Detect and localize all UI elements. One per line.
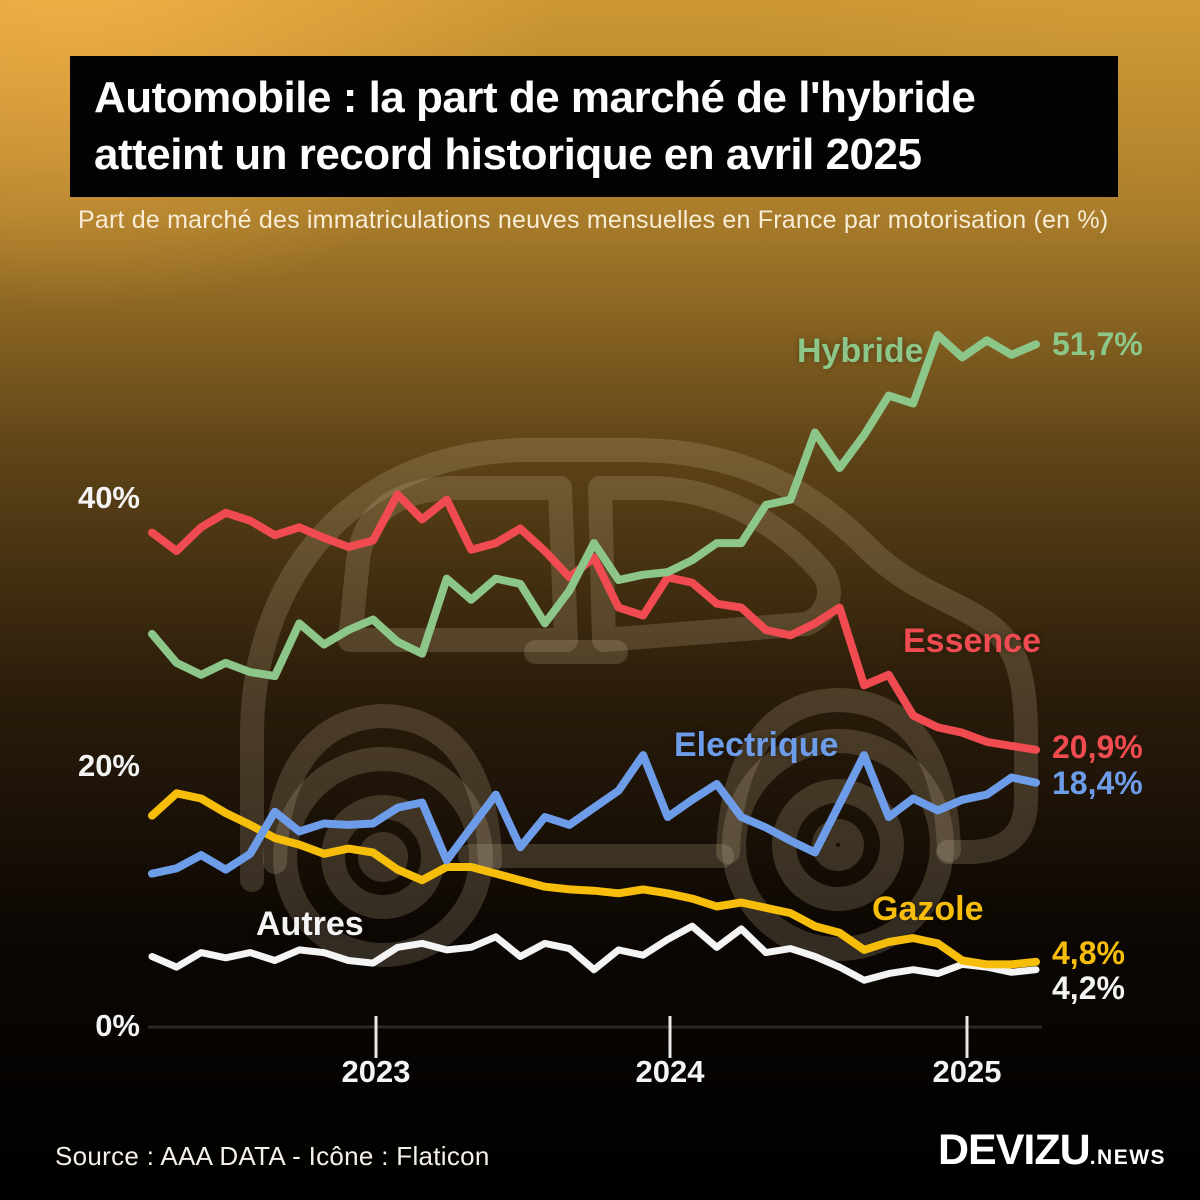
end-value-hybride: 51,7% — [1052, 326, 1143, 362]
series-label-essence: Essence — [903, 622, 1041, 660]
page-title-line2: atteint un record historique en avril 20… — [94, 130, 922, 179]
y-tick-label-40: 40% — [77, 480, 140, 515]
chart-subtitle: Part de marché des immatriculations neuv… — [78, 206, 1109, 234]
series-label-gazole: Gazole — [872, 890, 984, 928]
end-value-electrique: 18,4% — [1052, 765, 1143, 801]
x-tick-label-2023: 2023 — [341, 1054, 411, 1089]
x-tick-label-2025: 2025 — [932, 1054, 1002, 1089]
series-label-hybride: Hybride — [797, 332, 924, 370]
end-value-gazole: 4,8% — [1052, 935, 1125, 971]
line-autres — [148, 922, 1040, 984]
series-label-electrique: Electrique — [674, 726, 839, 764]
y-tick-label-20: 20% — [77, 748, 140, 783]
line-electrique — [148, 751, 1040, 878]
line-hybride — [148, 331, 1040, 681]
line-essence — [148, 490, 1040, 754]
end-value-essence: 20,9% — [1052, 729, 1143, 765]
line-gazole — [148, 789, 1040, 969]
x-tick-label-2024: 2024 — [635, 1054, 705, 1089]
brand-name: DEVIZU — [938, 1126, 1091, 1174]
series-label-autres: Autres — [256, 905, 364, 943]
source-credit: Source : AAA DATA - Icône : Flaticon — [55, 1141, 490, 1171]
car-side-icon — [239, 438, 1038, 967]
end-value-autres: 4,2% — [1052, 970, 1125, 1006]
title-banner: Automobile : la part de marché de l'hybr… — [70, 56, 1118, 197]
brand-logo: DEVIZU.NEWS — [938, 1126, 1166, 1175]
page-title-line1: Automobile : la part de marché de l'hybr… — [94, 73, 976, 122]
brand-suffix: .NEWS — [1089, 1146, 1167, 1169]
chart-series-lines — [148, 331, 1040, 984]
y-tick-label-0: 0% — [95, 1008, 140, 1043]
